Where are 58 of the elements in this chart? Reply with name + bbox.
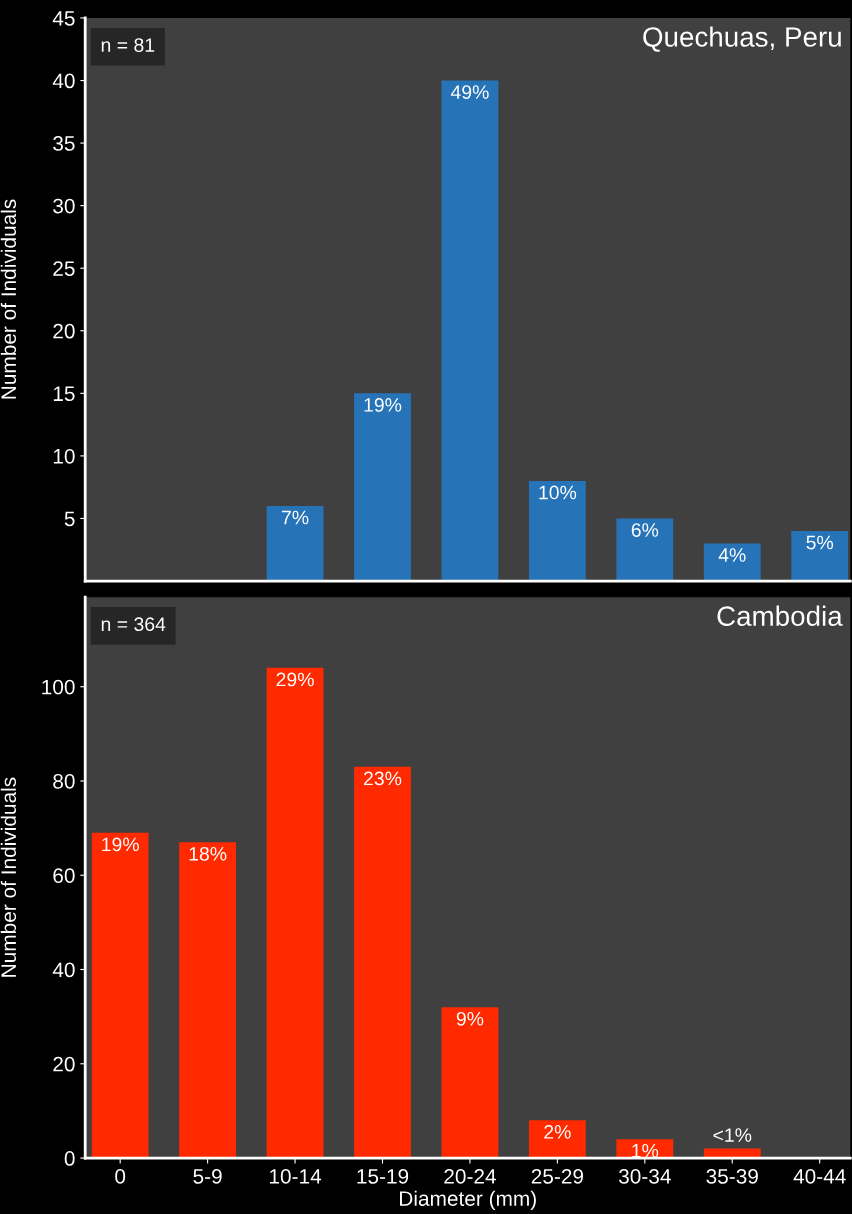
annotation: 7% <box>282 510 309 525</box>
y-tick-label: 15 <box>53 386 75 402</box>
y-tick-label: 0 <box>64 1151 75 1166</box>
annotation: 10% <box>539 485 577 500</box>
x-tick-label: 35-39 <box>706 1169 758 1184</box>
y-tick-label: 45 <box>52 11 75 26</box>
annotation: 5% <box>806 535 834 550</box>
y-axis-title: Number of Individuals <box>0 777 17 977</box>
bar <box>441 80 499 582</box>
y-tick-label: 20 <box>53 323 75 339</box>
annotation: 18% <box>189 846 227 861</box>
y-tick-label: 80 <box>53 773 75 789</box>
x-tick-label: 0 <box>115 1169 126 1184</box>
annotation: 4% <box>718 548 746 562</box>
y-axis-title: Number of Individuals <box>0 199 17 399</box>
annotation: n = 81 <box>101 38 155 52</box>
y-tick-label: 40 <box>52 73 75 89</box>
annotation: 6% <box>631 523 659 537</box>
bar <box>616 518 674 582</box>
bar <box>703 543 761 582</box>
y-tick-label: 35 <box>53 136 75 151</box>
chart-title: Cambodia <box>717 605 843 626</box>
bar <box>791 530 849 582</box>
x-tick-label: 30-34 <box>618 1169 671 1184</box>
y-tick-label: 100 <box>42 679 75 695</box>
y-tick-label: 10 <box>53 448 75 464</box>
x-tick-label: 40-44 <box>793 1169 846 1184</box>
bar <box>179 842 237 1159</box>
chart-title: Quechuas, Peru <box>643 26 841 52</box>
annotation: 2% <box>544 1125 571 1139</box>
annotation: 19% <box>364 398 402 412</box>
x-tick-label: 10-14 <box>270 1169 322 1184</box>
x-tick-label: 20-24 <box>444 1169 496 1184</box>
bar <box>354 766 411 1159</box>
y-tick-label: 5 <box>64 511 75 527</box>
bar <box>354 393 411 582</box>
x-tick-label: 25-29 <box>531 1169 584 1184</box>
y-tick-label: 25 <box>53 261 75 276</box>
annotation: <1% <box>713 1128 752 1142</box>
annotation: 29% <box>276 672 314 687</box>
annotation: 19% <box>102 837 139 852</box>
x-tick-label: 5-9 <box>193 1169 222 1184</box>
bar <box>441 1007 499 1159</box>
y-tick-label: 20 <box>53 1056 75 1072</box>
x-tick-label: 15-19 <box>357 1169 409 1184</box>
annotation: 9% <box>456 1011 484 1026</box>
bar <box>91 832 149 1159</box>
y-tick-label: 30 <box>53 198 75 214</box>
bar <box>528 480 586 582</box>
annotation: 49% <box>450 85 489 99</box>
annotation: n = 364 <box>101 617 166 632</box>
y-tick-label: 40 <box>52 962 75 978</box>
bar <box>266 505 324 582</box>
y-tick-label: 60 <box>53 868 75 883</box>
bar <box>528 1120 586 1159</box>
bar <box>266 667 324 1159</box>
x-axis-title: Diameter (mm) <box>400 1190 536 1211</box>
annotation: 23% <box>364 771 402 786</box>
